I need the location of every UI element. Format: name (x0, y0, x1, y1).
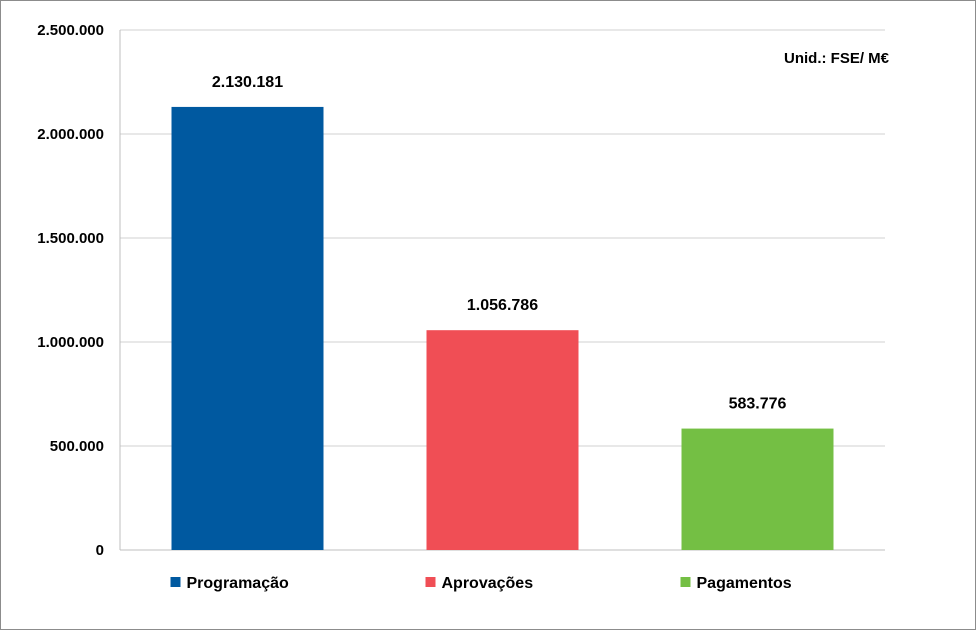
bar (681, 428, 834, 550)
legend-label: Aprovações (442, 575, 534, 592)
bar (426, 330, 579, 550)
legend-label: Pagamentos (697, 575, 792, 592)
y-axis-ticks: 0 500.000 1.000.000 1.500.000 2.000.000 2.500… (37, 22, 104, 559)
legend: Programação Aprovações Pagamentos (170, 575, 792, 592)
y-tick-label: 2.500.000 (37, 22, 104, 39)
data-label: 2.130.181 (212, 74, 283, 91)
legend-swatch (680, 577, 691, 587)
unit-note: Unid.: FSE/ M€ (784, 50, 890, 67)
data-labels: 2.130.181 1.056.786 583.776 (212, 74, 787, 413)
legend-swatch (425, 577, 436, 587)
data-label: 1.056.786 (467, 297, 538, 314)
bars (171, 106, 834, 550)
legend-label: Programação (187, 575, 289, 592)
data-label: 583.776 (729, 396, 787, 413)
y-tick-label: 500.000 (50, 438, 104, 455)
y-tick-label: 0 (96, 542, 104, 559)
y-tick-label: 1.000.000 (37, 334, 104, 351)
legend-swatch (170, 577, 181, 587)
y-tick-label: 1.500.000 (37, 230, 104, 247)
bar (171, 106, 324, 550)
y-tick-label: 2.000.000 (37, 126, 104, 143)
